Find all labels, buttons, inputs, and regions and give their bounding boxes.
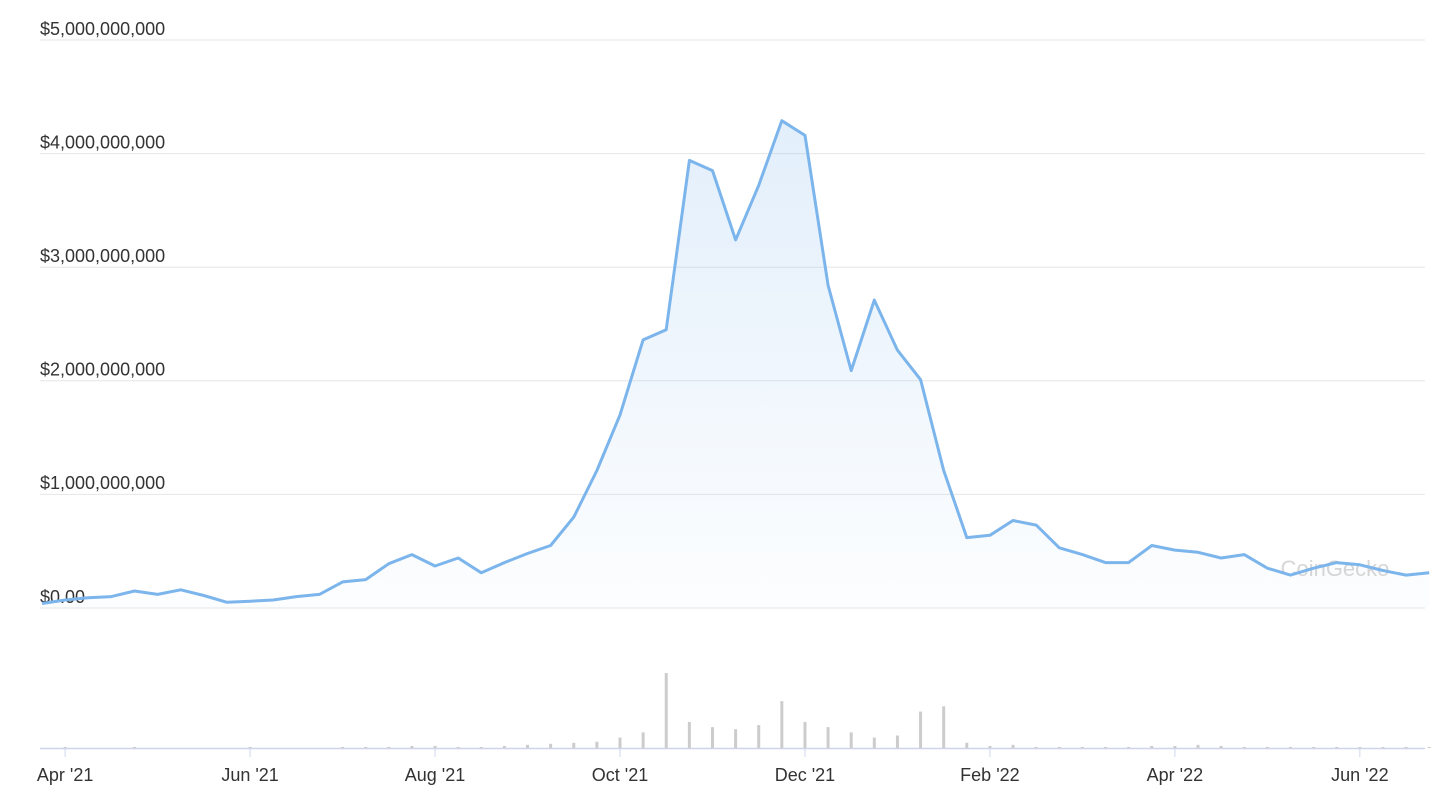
volume-bar <box>433 745 437 748</box>
x-tick-label: Aug '21 <box>405 765 466 785</box>
x-tick-label: Apr '21 <box>37 765 93 785</box>
volume-bar <box>965 742 969 748</box>
volume-bar <box>1127 746 1131 748</box>
volume-bar <box>1011 744 1015 748</box>
volume-bar <box>826 727 830 748</box>
volume-bar <box>988 745 992 748</box>
volume-bar <box>549 743 553 748</box>
volume-bar <box>572 742 576 748</box>
volume-bar <box>872 737 876 748</box>
volume-bar <box>63 746 67 748</box>
volume-bar <box>248 746 252 748</box>
volume-bar <box>1219 745 1223 748</box>
volume-bar <box>710 727 714 748</box>
volume-bar <box>479 746 483 748</box>
y-tick-label: $1,000,000,000 <box>40 473 165 493</box>
area-fill <box>42 120 1430 608</box>
volume-bar <box>595 741 599 748</box>
volume-bar <box>618 737 622 748</box>
volume-bar <box>1104 746 1108 748</box>
x-tick-label: Jun '22 <box>1331 765 1388 785</box>
volume-bar <box>803 721 807 748</box>
volume-bar <box>1427 746 1431 748</box>
volume-bar <box>1358 746 1362 748</box>
x-tick-label: Jun '21 <box>221 765 278 785</box>
x-tick-label: Feb '22 <box>960 765 1019 785</box>
volume-bar <box>1034 746 1038 748</box>
volume-bar <box>1265 746 1269 748</box>
volume-bar <box>641 732 645 748</box>
volume-bar <box>502 745 506 748</box>
volume-bar <box>780 701 784 748</box>
y-tick-label: $4,000,000,000 <box>40 132 165 152</box>
volume-bar <box>1080 746 1084 748</box>
volume-bar <box>1150 745 1154 748</box>
x-tick-label: Dec '21 <box>775 765 835 785</box>
volume-bar <box>895 735 899 748</box>
volume-bar <box>687 721 691 748</box>
volume-bar <box>526 744 530 748</box>
volume-bar <box>1288 746 1292 748</box>
volume-bar <box>341 746 345 748</box>
volume-bar <box>942 706 946 748</box>
volume-bar <box>1335 746 1339 748</box>
volume-bar <box>664 673 668 748</box>
volume-bar <box>387 746 391 748</box>
y-tick-label: $3,000,000,000 <box>40 246 165 266</box>
y-tick-label: $2,000,000,000 <box>40 360 165 380</box>
volume-bar <box>1381 746 1385 748</box>
y-tick-label: $5,000,000,000 <box>40 19 165 39</box>
volume-bar <box>919 711 923 748</box>
line <box>41 119 1430 605</box>
volume-bar <box>456 746 460 748</box>
volume-bar <box>849 732 853 748</box>
volume-bar <box>132 746 136 748</box>
volume-bar <box>1057 746 1061 748</box>
volume-bar <box>1312 746 1316 748</box>
volume-bar <box>410 745 414 748</box>
x-tick-label: Oct '21 <box>592 765 648 785</box>
volume-bar <box>1173 745 1177 748</box>
volume-bar <box>1196 744 1200 748</box>
volume-bar <box>364 746 368 748</box>
x-tick-label: Apr '22 <box>1147 765 1203 785</box>
volume-bar <box>757 725 761 748</box>
volume-bar <box>734 729 738 748</box>
volume-bar <box>1242 746 1246 748</box>
volume-bar <box>1404 746 1408 748</box>
